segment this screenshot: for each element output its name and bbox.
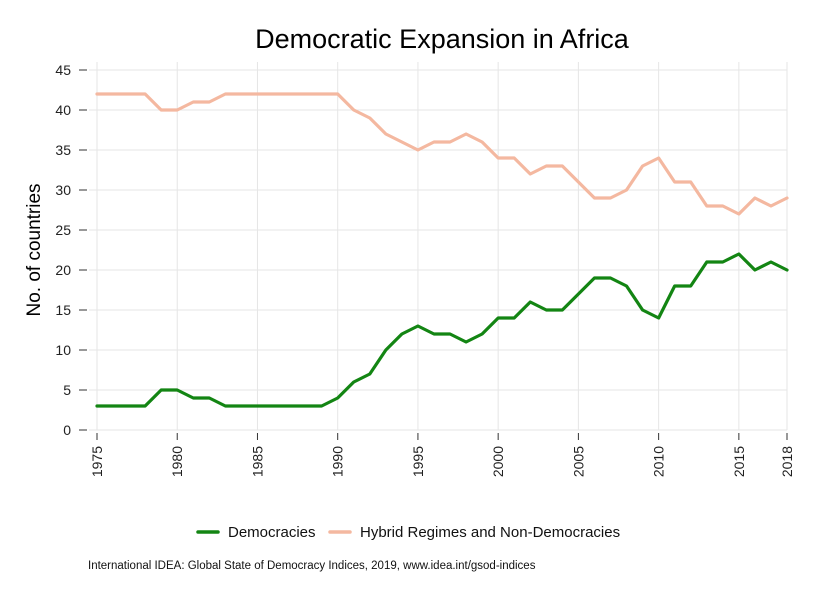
y-tick-label: 0 xyxy=(63,422,71,438)
x-tick-label: 1985 xyxy=(249,446,265,477)
x-tick-label: 2018 xyxy=(779,446,795,477)
series-line-democracies xyxy=(95,252,789,408)
x-tick-label: 2015 xyxy=(731,446,747,477)
chart-title: Democratic Expansion in Africa xyxy=(255,24,630,54)
legend: Democracies Hybrid Regimes and Non-Democr… xyxy=(196,524,620,541)
y-tick-label: 25 xyxy=(55,222,71,238)
y-tick-label: 40 xyxy=(55,102,71,118)
axes: 0 5 10 15 20 25 30 35 40 45 1975 1980 1985 1990 1995 20… xyxy=(55,62,795,477)
y-tick-label: 20 xyxy=(55,262,71,278)
x-tick-label: 2000 xyxy=(490,446,506,477)
series-layer xyxy=(95,92,789,408)
grid xyxy=(89,62,788,431)
y-tick-label: 10 xyxy=(55,342,71,358)
x-tick-label: 1990 xyxy=(330,446,346,477)
y-tick-label: 5 xyxy=(63,382,71,398)
series-line-hybrid-regimes xyxy=(95,92,789,216)
source-note: International IDEA: Global State of Demo… xyxy=(88,560,536,572)
x-tick-label: 1980 xyxy=(169,446,185,477)
y-tick-label: 45 xyxy=(55,62,71,78)
legend-label-hybrid-regimes: Hybrid Regimes and Non-Democracies xyxy=(360,524,620,541)
legend-label-democracies: Democracies xyxy=(228,524,316,541)
y-tick-label: 15 xyxy=(55,302,71,318)
x-tick-label: 1975 xyxy=(89,446,105,477)
y-tick-label: 30 xyxy=(55,182,71,198)
x-tick-label: 2010 xyxy=(651,446,667,477)
y-tick-label: 35 xyxy=(55,142,71,158)
y-axis-label: No. of countries xyxy=(24,183,45,316)
x-tick-label: 2005 xyxy=(570,446,586,477)
x-tick-label: 1995 xyxy=(410,446,426,477)
